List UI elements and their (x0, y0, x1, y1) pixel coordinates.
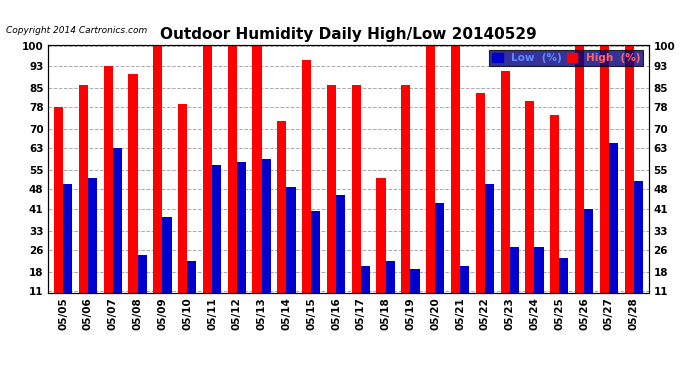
Bar (228, 46, 237, 321)
Bar (600, 46, 609, 321)
Bar (386, 261, 395, 321)
Title: Outdoor Humidity Daily High/Low 20140529: Outdoor Humidity Daily High/Low 20140529 (160, 27, 537, 42)
Bar (178, 104, 187, 321)
Bar (460, 266, 469, 321)
Bar (500, 71, 510, 321)
Bar (336, 195, 345, 321)
Bar (162, 217, 172, 321)
Bar (575, 46, 584, 321)
Bar (63, 184, 72, 321)
Bar (327, 85, 336, 321)
Bar (79, 85, 88, 321)
Bar (584, 209, 593, 321)
Bar (624, 46, 633, 321)
Bar (535, 247, 544, 321)
Bar (426, 46, 435, 321)
Bar (128, 74, 137, 321)
Bar (212, 165, 221, 321)
Bar (475, 93, 485, 321)
Bar (112, 148, 122, 321)
Bar (485, 184, 494, 321)
Bar (237, 162, 246, 321)
Bar (411, 269, 420, 321)
Bar (609, 142, 618, 321)
Bar (286, 187, 295, 321)
Bar (54, 107, 63, 321)
Bar (311, 211, 320, 321)
Bar (510, 247, 519, 321)
Bar (137, 255, 147, 321)
Bar (352, 85, 361, 321)
Bar (153, 46, 162, 321)
Bar (550, 115, 560, 321)
Text: Copyright 2014 Cartronics.com: Copyright 2014 Cartronics.com (6, 26, 148, 35)
Bar (402, 85, 411, 321)
Bar (560, 258, 569, 321)
Bar (203, 46, 212, 321)
Bar (88, 178, 97, 321)
Bar (361, 266, 370, 321)
Bar (253, 46, 262, 321)
Bar (633, 181, 643, 321)
Legend: Low  (%), High  (%): Low (%), High (%) (489, 50, 643, 66)
Bar (187, 261, 197, 321)
Bar (451, 46, 460, 321)
Bar (277, 121, 286, 321)
Bar (302, 60, 311, 321)
Bar (435, 203, 444, 321)
Bar (525, 101, 535, 321)
Bar (262, 159, 270, 321)
Bar (377, 178, 386, 321)
Bar (104, 66, 112, 321)
